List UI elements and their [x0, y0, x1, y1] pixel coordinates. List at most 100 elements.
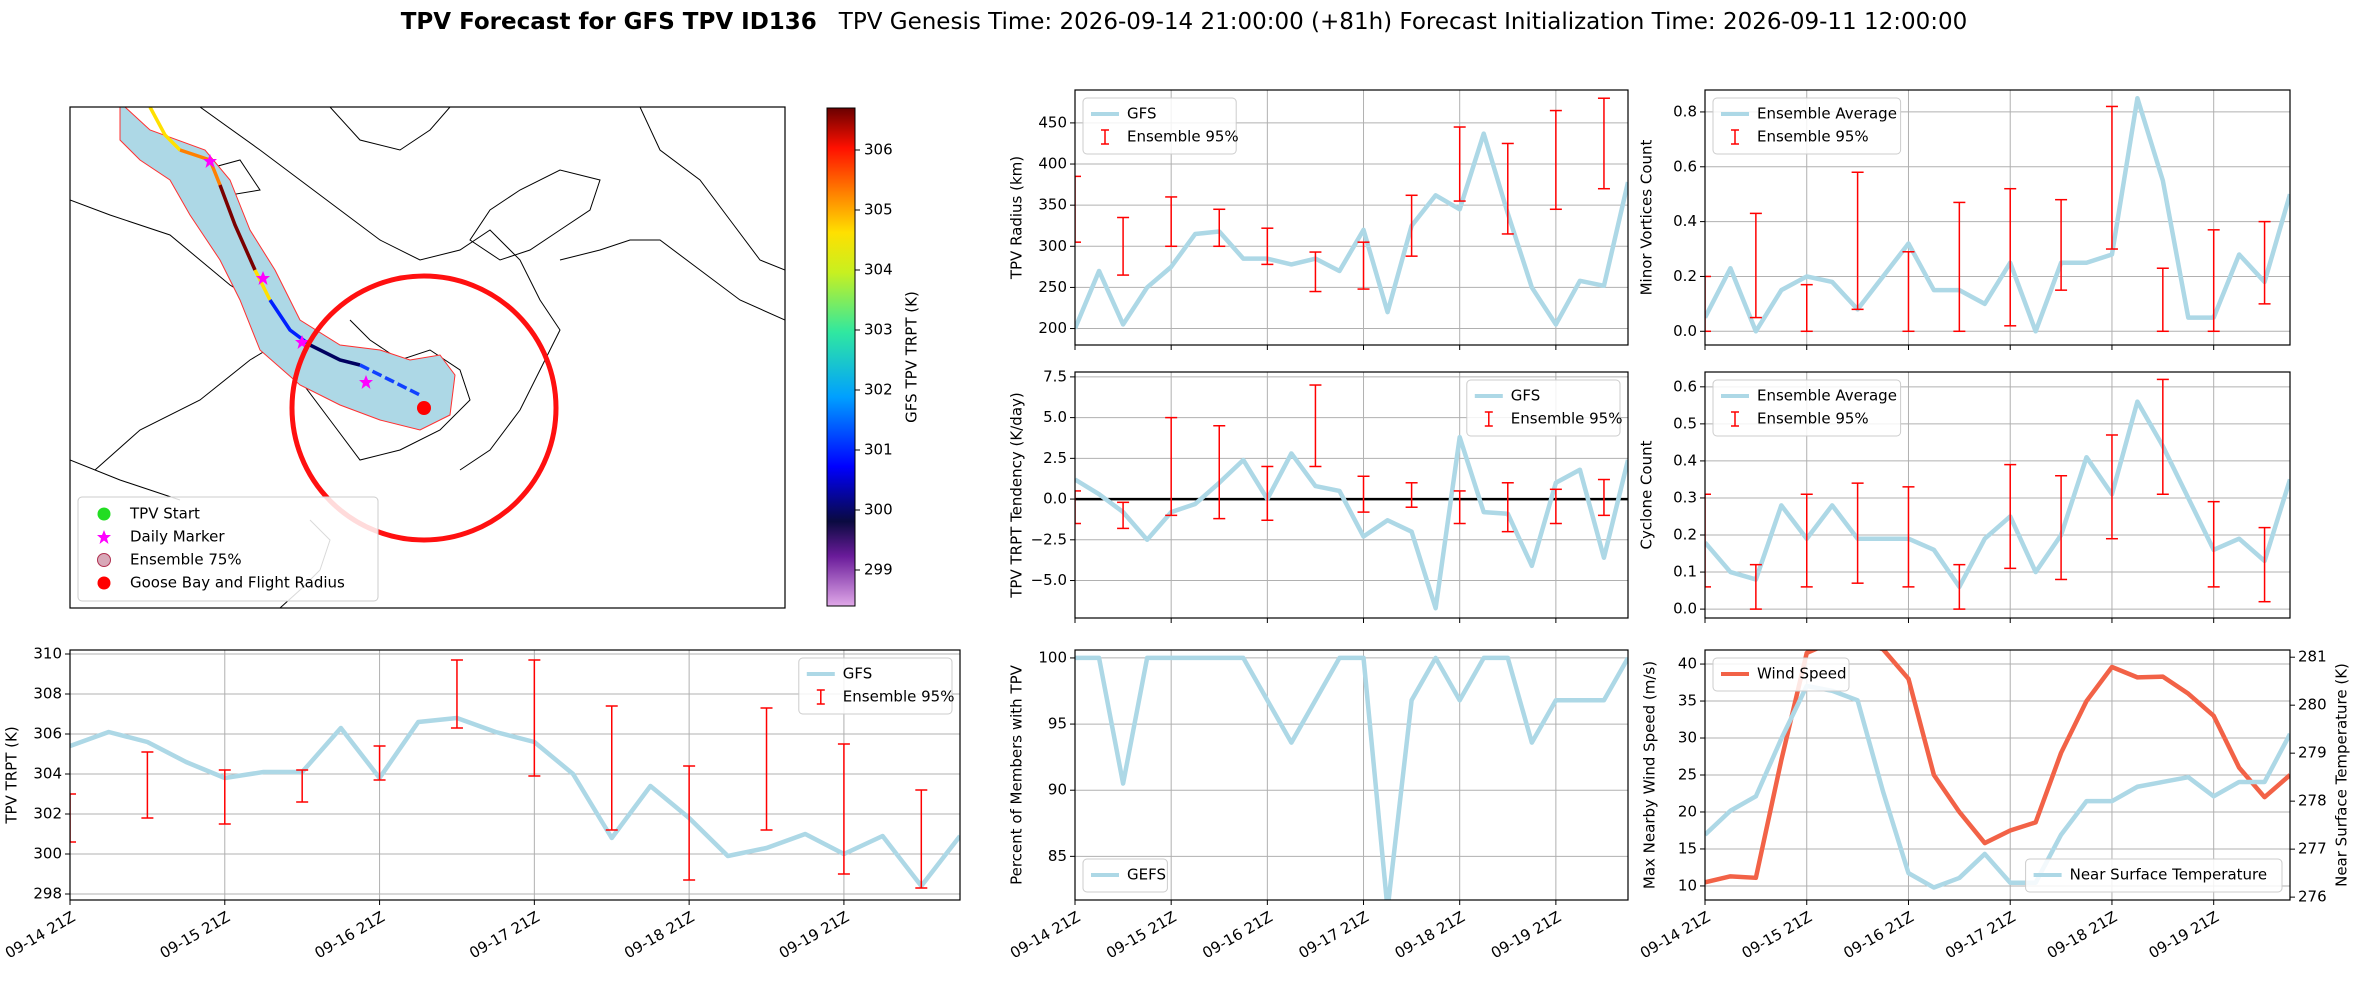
- legend-label: Ensemble 95%: [1757, 410, 1869, 428]
- y-axis-label: Cyclone Count: [1638, 440, 1656, 549]
- map-legend: TPV Start Daily Marker Ensemble 75% Goose B…: [77, 496, 379, 602]
- axes-frame: [1704, 89, 2291, 346]
- legend-label: GEFS: [1127, 866, 1166, 884]
- y2-tick-label: 276: [2298, 888, 2327, 906]
- y-tick-label: 0.8: [1673, 102, 1697, 120]
- error-bar: [1213, 425, 1226, 520]
- y-axis-label: Percent of Members with TPV: [1008, 664, 1026, 885]
- error-bar: [1075, 175, 1081, 243]
- error-bar: [218, 769, 231, 825]
- series-line: [1705, 399, 2290, 590]
- plot-content: [70, 659, 960, 889]
- legend-box: [77, 496, 379, 602]
- error-bar: [1597, 478, 1610, 517]
- legend-marker: [97, 507, 111, 521]
- legend-box: [798, 657, 953, 715]
- error-bar: [1851, 171, 1864, 311]
- track-segment: [309, 343, 361, 367]
- x-tick-label: 09-15 21Z: [157, 908, 233, 962]
- y-axis-label: TPV Radius (km): [1008, 156, 1026, 280]
- plot-content: [1075, 384, 1628, 611]
- colorbar-label: GFS TPV TRPT (K): [903, 291, 921, 423]
- error-bar: [1453, 490, 1466, 525]
- x-tick-label: 09-16 21Z: [1199, 908, 1275, 962]
- error-bar: [1501, 142, 1514, 235]
- y2-axis-label: Near Surface Temperature (K): [2333, 663, 2351, 887]
- legend-marker: [97, 530, 111, 544]
- legend-label: Ensemble 95%: [1511, 410, 1623, 428]
- y-tick-label: 30: [1678, 729, 1697, 747]
- legend-box: [1082, 97, 1237, 155]
- legend-label: GFS: [1127, 105, 1157, 123]
- y-tick-label: 100: [1038, 648, 1067, 666]
- colorbar-tick-label: 305: [864, 201, 893, 219]
- y-tick-label: 35: [1678, 692, 1697, 710]
- error-bar: [1117, 501, 1130, 530]
- y-tick-label: 0.2: [1673, 526, 1697, 544]
- ensemble-75-area: [119, 107, 456, 431]
- legend-box: [2025, 858, 2283, 893]
- colorbar-tick-label: 304: [864, 261, 893, 279]
- error-bar: [1953, 201, 1966, 333]
- y-tick-label: 20: [1678, 802, 1697, 820]
- legend-box: [1466, 379, 1621, 437]
- axes-frame: [1074, 371, 1629, 619]
- legend-label: Goose Bay and Flight Radius: [130, 574, 345, 592]
- flight-radius: [289, 273, 559, 543]
- error-bar: [1309, 384, 1322, 468]
- legend-marker: [97, 576, 111, 590]
- y-tick-label: 7.5: [1043, 367, 1067, 385]
- y-tick-label: 0.2: [1673, 267, 1697, 285]
- y-tick-label: 0.4: [1673, 451, 1697, 469]
- error-bar: [1902, 486, 1915, 588]
- legend-box: [1082, 858, 1168, 893]
- title-bold: TPV Forecast for GFS TPV ID136: [401, 9, 817, 35]
- legend-marker: [97, 553, 111, 567]
- x-tick-label: 09-19 21Z: [2146, 908, 2222, 962]
- y-tick-label: 0.3: [1673, 488, 1697, 506]
- x-tick-label: 09-17 21Z: [466, 908, 542, 962]
- y-tick-label: 310: [33, 645, 62, 663]
- error-bar: [450, 659, 463, 729]
- error-bar: [528, 659, 541, 777]
- error-bar: [2207, 229, 2220, 333]
- y-tick-label: 200: [1038, 319, 1067, 337]
- series-line: [1705, 95, 2290, 334]
- y-tick-label: 250: [1038, 278, 1067, 296]
- error-bar: [1501, 482, 1514, 533]
- error-bar: [1800, 283, 1813, 333]
- x-tick-label: 09-19 21Z: [776, 908, 852, 962]
- legend: Near Surface Temperature: [2025, 858, 2283, 893]
- plot-content: [1705, 378, 2290, 610]
- axes-frame: [69, 649, 961, 901]
- error-bar: [1309, 251, 1322, 293]
- error-bar: [1405, 482, 1418, 508]
- track-segment: [253, 269, 272, 301]
- y-tick-label: 85: [1048, 847, 1067, 865]
- y-tick-label: 25: [1678, 766, 1697, 784]
- legend-label: Ensemble 95%: [843, 688, 955, 706]
- y-tick-label: 304: [33, 765, 62, 783]
- track-segment: [148, 107, 182, 152]
- legend-label: TPV Start: [129, 505, 200, 523]
- y-tick-label: 40: [1678, 655, 1697, 673]
- colorbar-tick-label: 306: [864, 141, 893, 159]
- x-tick-label: 09-16 21Z: [1840, 908, 1916, 962]
- x-tick-label: 09-18 21Z: [1392, 908, 1468, 962]
- legend: Wind Speed: [1712, 657, 1850, 692]
- y-axis-label: TPV TRPT (K): [3, 726, 21, 824]
- y-axis-label: TPV TRPT Tendency (K/day): [1008, 392, 1026, 598]
- series-line: [1075, 131, 1628, 330]
- legend-box: [1712, 379, 1902, 437]
- legend-label: Ensemble 95%: [1127, 128, 1239, 146]
- error-bar: [1405, 194, 1418, 257]
- y-tick-label: 0.4: [1673, 212, 1697, 230]
- error-bar: [760, 707, 773, 831]
- legend-label: Wind Speed: [1757, 665, 1847, 683]
- y-tick-label: 298: [33, 885, 62, 903]
- error-bar: [1749, 212, 1762, 319]
- error-bar: [1165, 416, 1178, 517]
- colorbar: [826, 107, 856, 607]
- legend-box: [1712, 657, 1850, 692]
